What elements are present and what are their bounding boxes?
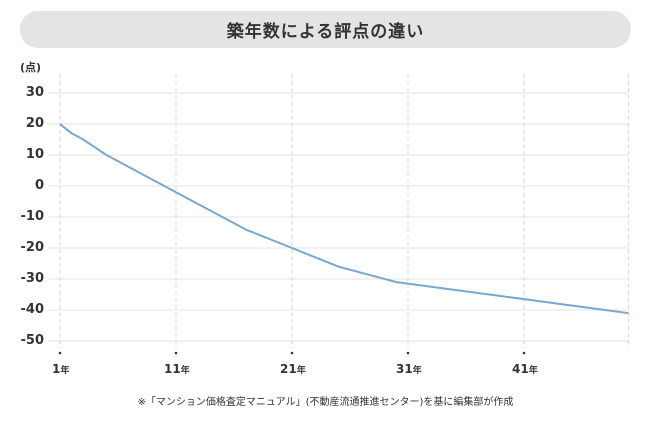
x-tick-mark	[174, 351, 178, 355]
y-tick-label: -10	[20, 209, 45, 224]
x-tick-label: 21年	[280, 362, 306, 376]
x-tick-label: 11年	[164, 362, 190, 376]
x-tick-label: 1年	[52, 362, 70, 376]
y-tick-label: -30	[20, 271, 45, 286]
chart-title-bar: 築年数による評点の違い	[20, 11, 631, 48]
y-tick-label: 30	[25, 85, 44, 100]
x-tick-mark	[406, 351, 410, 355]
series-line	[59, 123, 629, 315]
x-tick-label: 31年	[396, 362, 422, 376]
chart-title: 築年数による評点の違い	[226, 22, 425, 42]
y-tick-label: 20	[25, 116, 44, 131]
x-tick-mark	[522, 351, 526, 355]
y-tick-label: 0	[34, 178, 44, 193]
source-footnote: ※「マンション価格査定マニュアル」(不動産流通推進センター)を基に編集部が作成	[137, 397, 514, 408]
y-tick-label: -40	[20, 302, 45, 317]
x-tick-label: 41年	[512, 362, 538, 376]
y-tick-label: 10	[25, 147, 44, 162]
y-tick-label: -50	[20, 333, 45, 348]
y-tick-label: -20	[20, 240, 45, 255]
y-axis-unit-label: (点)	[20, 61, 42, 74]
x-tick-mark	[290, 351, 294, 355]
x-tick-mark	[58, 351, 62, 355]
